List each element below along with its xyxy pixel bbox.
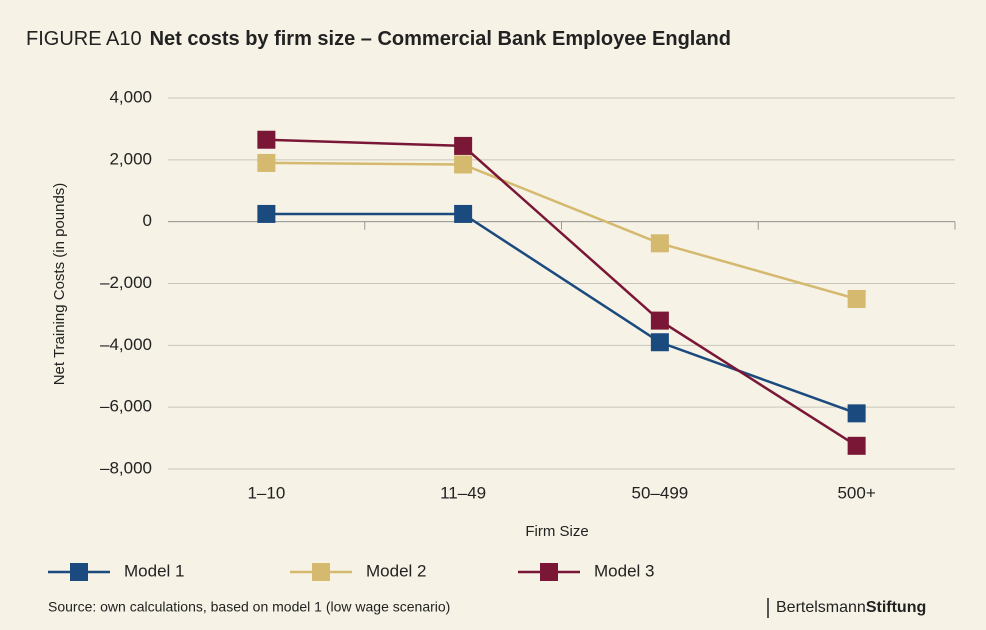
y-tick-label: 2,000 (109, 149, 152, 168)
point-marker (257, 204, 276, 223)
y-tick-label: –4,000 (100, 335, 152, 354)
point-marker (454, 136, 473, 155)
figure-label: FIGURE A10 (26, 28, 142, 50)
logo: BertelsmannStiftung (776, 599, 926, 616)
legend-marker (540, 563, 558, 581)
y-tick-label: 0 (143, 211, 152, 230)
x-tick-label: 50–499 (632, 483, 689, 502)
y-tick-label: –2,000 (100, 273, 152, 292)
legend-marker (312, 563, 330, 581)
source-note: Source: own calculations, based on model… (48, 599, 450, 615)
point-marker (650, 333, 669, 352)
y-tick-label: –8,000 (100, 458, 152, 477)
point-marker (257, 130, 276, 149)
x-axis-label: Firm Size (525, 523, 588, 540)
chart-title: FIGURE A10 Net costs by firm size – Comme… (26, 28, 731, 50)
point-marker (650, 311, 669, 330)
point-marker (847, 404, 866, 423)
y-tick-label: –6,000 (100, 397, 152, 416)
series-line (266, 212, 858, 415)
point-marker (847, 289, 866, 308)
legend-label: Model 1 (124, 561, 184, 580)
point-marker (847, 436, 866, 455)
x-tick-label: 500+ (837, 483, 875, 502)
logo-bold: Stiftung (866, 599, 926, 616)
legend-label: Model 2 (366, 561, 426, 580)
x-tick-label: 1–10 (247, 483, 285, 502)
series-line (266, 138, 858, 447)
legend-marker (70, 563, 88, 581)
y-tick-label: 4,000 (109, 87, 152, 106)
point-marker (257, 153, 276, 172)
title-text: Net costs by firm size – Commercial Bank… (150, 28, 731, 50)
series-line (266, 161, 857, 301)
point-marker (650, 234, 669, 253)
legend-label: Model 3 (594, 561, 654, 580)
x-tick-label: 11–49 (440, 483, 486, 502)
y-axis-label: Net Training Costs (in pounds) (51, 183, 68, 386)
point-marker (454, 155, 473, 174)
logo-light: Bertelsmann (776, 599, 866, 616)
point-marker (454, 204, 473, 223)
